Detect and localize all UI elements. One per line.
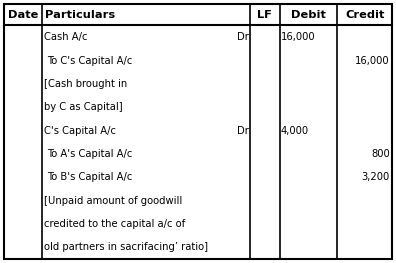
Text: 800: 800 [371,149,390,159]
Text: Dr: Dr [237,125,249,135]
Text: [Cash brought in: [Cash brought in [44,79,127,89]
Text: Particulars: Particulars [45,10,115,20]
Text: old partners in sacrifacing’ ratio]: old partners in sacrifacing’ ratio] [44,242,208,252]
Text: Credit: Credit [345,10,385,20]
Text: LF: LF [257,10,272,20]
Text: credited to the capital a/c of: credited to the capital a/c of [44,219,185,229]
Text: To C's Capital A/c: To C's Capital A/c [48,55,133,65]
Text: C's Capital A/c: C's Capital A/c [44,125,116,135]
Text: Debit: Debit [291,10,326,20]
Text: 16,000: 16,000 [281,32,316,42]
Text: 4,000: 4,000 [281,125,309,135]
Text: To B's Capital A/c: To B's Capital A/c [48,172,133,182]
Text: Dr: Dr [237,32,249,42]
Text: 16,000: 16,000 [355,55,390,65]
Text: [Unpaid amount of goodwill: [Unpaid amount of goodwill [44,196,182,206]
Text: 3,200: 3,200 [362,172,390,182]
Text: Cash A/c: Cash A/c [44,32,88,42]
Text: by C as Capital]: by C as Capital] [44,102,123,112]
Text: To A's Capital A/c: To A's Capital A/c [48,149,133,159]
Text: Date: Date [8,10,38,20]
